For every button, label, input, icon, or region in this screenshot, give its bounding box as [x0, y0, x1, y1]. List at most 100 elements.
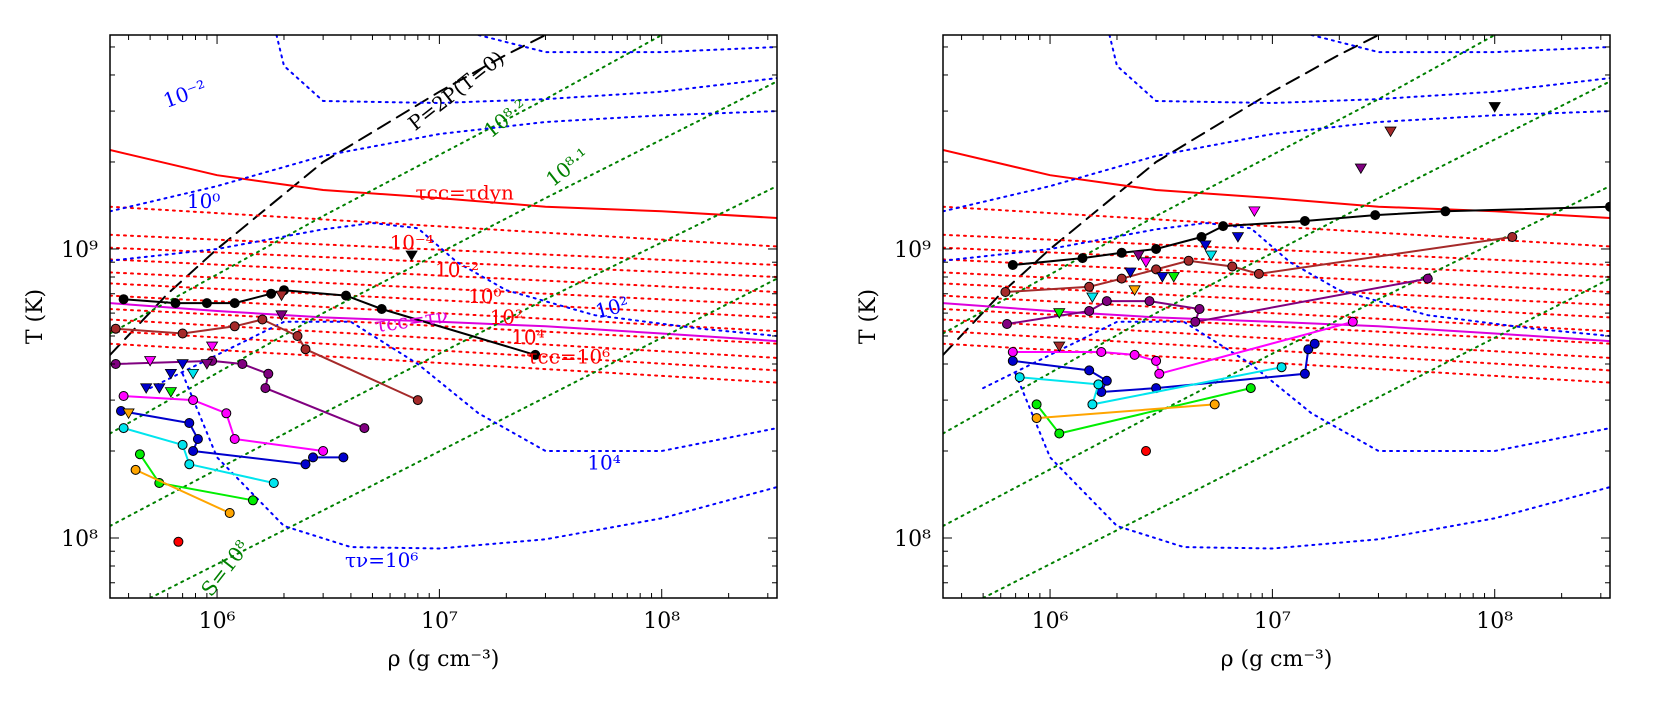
- track-5-point-1: [177, 439, 188, 450]
- curve-s-1e8: [943, 185, 1610, 527]
- track-2-point-6: [1422, 273, 1433, 284]
- track-3-point-0: [118, 391, 129, 401]
- curve-tau-nu-1e6: [181, 372, 777, 550]
- plot-area: [943, 35, 1610, 598]
- track-6-point-2: [1245, 383, 1256, 394]
- track-0-point-4: [266, 288, 277, 299]
- x-axis-label: ρ (g cm⁻³): [1221, 647, 1333, 672]
- triangle-marker-14: [1053, 308, 1066, 319]
- track-3-point-1: [188, 395, 199, 406]
- triangle-marker-8: [1139, 257, 1153, 268]
- track-0-point-4: [1196, 232, 1207, 242]
- track-line-3: [123, 395, 324, 452]
- plot-area: P=2P(T=0)τcc=τdyn10⁻⁴10⁻²10⁰10²10⁴τcc=10…: [110, 35, 777, 601]
- track-2-point-2: [1101, 296, 1112, 307]
- track-line-3: [1012, 320, 1354, 376]
- curve-label-14: S=10⁸: [196, 536, 254, 601]
- track-3-point-2: [221, 408, 232, 419]
- triangle-marker-5: [1199, 240, 1212, 252]
- curve-s-1e8: [110, 185, 777, 527]
- track-line-2: [115, 359, 365, 430]
- track-0-point-6: [1299, 216, 1310, 226]
- y-tick-label-0: 10⁸: [894, 527, 931, 552]
- triangle-marker-12: [1128, 285, 1141, 296]
- track-0-point-3: [1151, 244, 1162, 254]
- track-7-point-1: [1209, 399, 1220, 410]
- curve-label-13: τν=10⁶: [345, 548, 418, 572]
- curve-tau-nu-1e-3: [477, 35, 777, 54]
- track-4-point-4: [300, 459, 311, 470]
- track-2-point-2: [237, 359, 248, 369]
- curve-s-1e8-2: [110, 80, 777, 435]
- track-line-5: [1019, 366, 1282, 406]
- curve-label-10: 10⁰: [187, 189, 220, 213]
- track-6-point-1: [1054, 428, 1065, 439]
- curve-tau-nu-1e2: [110, 221, 777, 337]
- y-tick-label-1: 10⁹: [894, 238, 931, 263]
- curve-label-2: 10⁻⁴: [390, 231, 434, 255]
- track-0-point-9: [1605, 201, 1610, 212]
- x-axis-label: ρ (g cm⁻³): [388, 647, 500, 672]
- curve-label-6: 10⁴: [511, 325, 544, 349]
- track-4-point-0: [1007, 355, 1018, 366]
- track-0-point-8: [1440, 206, 1451, 217]
- track-line-5: [123, 427, 275, 484]
- track-5-point-0: [118, 423, 129, 434]
- curve-label-4: 10⁰: [468, 284, 501, 308]
- triangle-marker-12: [122, 408, 135, 420]
- track-1-point-0: [1000, 287, 1011, 297]
- triangle-marker-4: [1231, 232, 1245, 243]
- curve-label-3: 10⁻²: [435, 257, 479, 281]
- curve-tau-cc-1e5: [943, 330, 1610, 372]
- track-7-point-0: [130, 464, 141, 475]
- curve-tau-cc-1e3: [943, 308, 1610, 345]
- track-2-point-5: [359, 423, 370, 434]
- curve-p-2p-t-0-: [943, 35, 1380, 356]
- track-line-1: [1005, 236, 1513, 293]
- track-3-point-0: [1007, 347, 1018, 357]
- triangle-marker-7: [164, 368, 178, 380]
- track-7-point-0: [1031, 413, 1042, 424]
- y-tick-label-0: 10⁸: [61, 527, 98, 552]
- track-line-7: [135, 468, 231, 514]
- track-4-point-3: [188, 446, 199, 456]
- track-5-point-3: [1276, 362, 1287, 373]
- triangle-marker-6: [1204, 250, 1218, 262]
- curve-s-1e8-1: [149, 277, 777, 598]
- curve-tau-cc-1e5: [110, 330, 777, 372]
- track-6-point-0: [1031, 399, 1042, 410]
- triangle-marker-9: [139, 383, 153, 394]
- triangle-marker-9: [1124, 267, 1137, 279]
- track-2-point-1: [1084, 306, 1095, 316]
- triangle-marker-11: [164, 387, 178, 398]
- curve-tau-cc-1e-1: [110, 258, 777, 293]
- track-7-point-1: [224, 508, 235, 518]
- x-tick-label-2: 10⁸: [1476, 609, 1513, 634]
- y-tick-label-1: 10⁹: [61, 238, 98, 263]
- curve-s-1e8-2: [943, 80, 1610, 435]
- track-1-point-6: [1253, 268, 1264, 279]
- curve-tau-cc-tau-nu: [110, 302, 777, 343]
- x-tick-label-2: 10⁸: [643, 609, 680, 634]
- triangle-marker-10: [1156, 272, 1169, 283]
- track-1-point-4: [1183, 255, 1194, 266]
- curve-s-1e8-3: [943, 35, 1496, 335]
- track-3-point-5: [1347, 316, 1358, 327]
- curve-tau-cc-tau-dyn: [943, 149, 1610, 219]
- track-0-point-1: [170, 298, 181, 309]
- curve-tau-cc-1e-4: [943, 205, 1610, 248]
- track-4-point-6: [338, 452, 349, 463]
- x-tick-label-0: 10⁶: [199, 609, 236, 634]
- curve-label-16: 10⁸·¹: [541, 143, 593, 191]
- track-2-point-3: [1144, 296, 1155, 307]
- curve-tau-cc-tau-nu: [943, 302, 1610, 343]
- curve-tau-cc-1e-4: [110, 205, 777, 248]
- track-0-point-2: [1116, 247, 1127, 258]
- curve-tau-cc-1e-3: [943, 233, 1610, 266]
- track-0-point-6: [341, 290, 351, 301]
- curve-tau-cc-1e-3: [110, 233, 777, 266]
- triangle-marker-3: [1248, 206, 1261, 218]
- track-6-point-2: [247, 495, 258, 506]
- track-1-point-2: [229, 321, 240, 332]
- track-1-point-5: [300, 344, 311, 355]
